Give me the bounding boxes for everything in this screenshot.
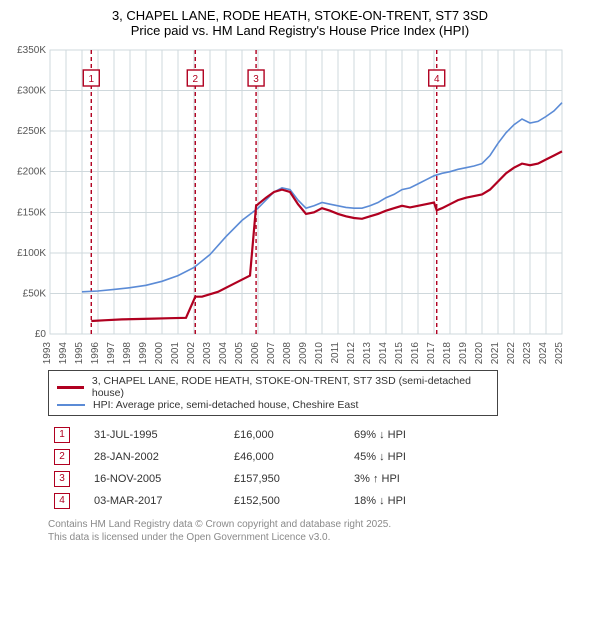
svg-text:2010: 2010 [314,342,325,364]
svg-text:1996: 1996 [90,342,101,364]
svg-text:2002: 2002 [186,342,197,364]
chart-area: £0 £50K £100K £150K £200K £250K £300K £350K 1993… [8,44,592,364]
svg-text:£150K: £150K [17,207,46,218]
svg-text:2020: 2020 [474,342,485,364]
sale-date: 03-MAR-2017 [88,490,228,512]
svg-text:£250K: £250K [17,126,46,137]
sale-diff: 3% ↑ HPI [348,468,548,490]
svg-text:2000: 2000 [154,342,165,364]
svg-text:1998: 1998 [122,342,133,364]
table-row: 3 16-NOV-2005£157,9503% ↑ HPI [48,468,548,490]
legend-item-property: 3, CHAPEL LANE, RODE HEATH, STOKE-ON-TRE… [57,375,489,399]
svg-text:£50K: £50K [23,288,47,299]
table-row: 2 28-JAN-2002£46,00045% ↓ HPI [48,446,548,468]
chart-title-address: 3, CHAPEL LANE, RODE HEATH, STOKE-ON-TRE… [8,8,592,23]
sale-date: 31-JUL-1995 [88,424,228,446]
sale-marker-icon: 4 [54,493,70,509]
table-row: 4 03-MAR-2017£152,50018% ↓ HPI [48,490,548,512]
credit-line1: Contains HM Land Registry data © Crown c… [48,518,592,531]
title-block: 3, CHAPEL LANE, RODE HEATH, STOKE-ON-TRE… [8,8,592,38]
sale-marker-icon: 2 [54,449,70,465]
data-credit: Contains HM Land Registry data © Crown c… [48,518,592,544]
svg-text:2021: 2021 [490,342,501,364]
svg-text:1999: 1999 [138,342,149,364]
svg-text:2018: 2018 [442,342,453,364]
sale-price: £46,000 [228,446,348,468]
svg-text:3: 3 [253,74,259,85]
svg-text:£200K: £200K [17,167,46,178]
svg-text:2008: 2008 [282,342,293,364]
legend-label-property: 3, CHAPEL LANE, RODE HEATH, STOKE-ON-TRE… [92,375,489,399]
price-chart-card: 3, CHAPEL LANE, RODE HEATH, STOKE-ON-TRE… [0,0,600,548]
sale-marker-icon: 3 [54,471,70,487]
line-chart: £0 £50K £100K £150K £200K £250K £300K £350K 1993… [8,44,568,364]
chart-legend: 3, CHAPEL LANE, RODE HEATH, STOKE-ON-TRE… [48,370,498,416]
svg-text:1995: 1995 [74,342,85,364]
sale-price: £157,950 [228,468,348,490]
sale-diff: 18% ↓ HPI [348,490,548,512]
sale-date: 16-NOV-2005 [88,468,228,490]
legend-item-hpi: HPI: Average price, semi-detached house,… [57,399,489,411]
svg-text:2011: 2011 [330,342,341,364]
svg-text:2024: 2024 [538,342,549,364]
svg-text:2023: 2023 [522,342,533,364]
table-row: 1 31-JUL-1995£16,00069% ↓ HPI [48,424,548,446]
svg-text:£300K: £300K [17,86,46,97]
svg-text:4: 4 [434,74,440,85]
svg-text:2016: 2016 [410,342,421,364]
credit-line2: This data is licensed under the Open Gov… [48,531,592,544]
svg-text:£0: £0 [35,329,47,340]
svg-text:2012: 2012 [346,342,357,364]
svg-text:2013: 2013 [362,342,373,364]
svg-text:1: 1 [88,74,94,85]
sale-marker-icon: 1 [54,427,70,443]
svg-text:2003: 2003 [202,342,213,364]
svg-text:2019: 2019 [458,342,469,364]
sale-diff: 69% ↓ HPI [348,424,548,446]
svg-text:2014: 2014 [378,342,389,364]
svg-text:1993: 1993 [42,342,53,364]
svg-text:1994: 1994 [58,342,69,364]
sale-date: 28-JAN-2002 [88,446,228,468]
legend-label-hpi: HPI: Average price, semi-detached house,… [93,399,358,411]
legend-swatch-hpi [57,404,85,406]
svg-text:2025: 2025 [554,342,565,364]
legend-swatch-property [57,386,84,389]
sale-price: £16,000 [228,424,348,446]
svg-text:2022: 2022 [506,342,517,364]
svg-text:2001: 2001 [170,342,181,364]
svg-text:2005: 2005 [234,342,245,364]
sale-diff: 45% ↓ HPI [348,446,548,468]
svg-text:2006: 2006 [250,342,261,364]
svg-text:2: 2 [192,74,198,85]
sales-table: 1 31-JUL-1995£16,00069% ↓ HPI 2 28-JAN-2002… [48,424,548,512]
svg-text:£350K: £350K [17,45,46,56]
sale-price: £152,500 [228,490,348,512]
svg-text:1997: 1997 [106,342,117,364]
svg-text:2015: 2015 [394,342,405,364]
svg-text:£100K: £100K [17,248,46,259]
svg-text:2004: 2004 [218,342,229,364]
chart-title-subtitle: Price paid vs. HM Land Registry's House … [8,23,592,38]
svg-text:2017: 2017 [426,342,437,364]
svg-text:2007: 2007 [266,342,277,364]
svg-text:2009: 2009 [298,342,309,364]
